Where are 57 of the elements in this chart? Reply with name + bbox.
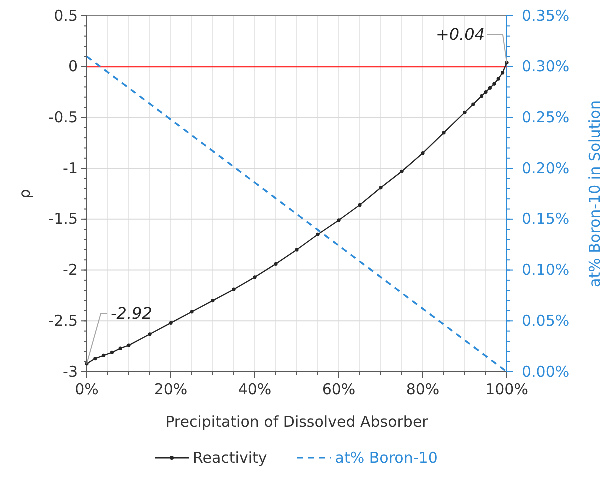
point — [488, 86, 492, 90]
point — [211, 299, 215, 303]
point — [118, 346, 122, 350]
point — [379, 186, 383, 190]
point — [400, 170, 404, 174]
x-tick-label: 100% — [486, 380, 528, 398]
y2-tick-label: 0.25% — [522, 108, 570, 127]
point — [442, 131, 446, 135]
y2-tick-label: 0.00% — [522, 362, 570, 381]
y2-tick-label: 0.10% — [522, 261, 570, 280]
legend-label: at% Boron-10 — [335, 449, 438, 467]
point — [148, 332, 152, 336]
point — [169, 321, 173, 325]
y-tick-label: -3 — [63, 362, 78, 381]
point — [501, 71, 505, 75]
point — [492, 82, 496, 86]
point — [295, 248, 299, 252]
y-tick-label: -0.5 — [48, 108, 78, 127]
annotation: +0.04 — [436, 24, 485, 44]
point — [127, 344, 131, 348]
point — [102, 354, 106, 358]
point — [316, 232, 320, 236]
x-tick-label: 20% — [154, 380, 188, 398]
y-tick-label: -1 — [63, 159, 78, 178]
x-tick-label: 0% — [75, 380, 99, 398]
point — [421, 152, 425, 156]
x-axis-title: Precipitation of Dissolved Absorber — [166, 413, 430, 431]
point — [496, 77, 500, 81]
x-tick-label: 80% — [406, 380, 440, 398]
y-tick-label: 0.5 — [54, 6, 78, 25]
point — [480, 94, 484, 98]
x-tick-label: 60% — [322, 380, 356, 398]
y-tick-label: -1.5 — [48, 210, 78, 228]
point — [110, 350, 114, 354]
point — [463, 110, 467, 114]
y-tick-label: -2.5 — [48, 312, 78, 330]
point — [94, 356, 98, 361]
point — [337, 218, 341, 222]
y2-axis-title: at% Boron-10 in Solution — [586, 100, 604, 288]
point — [232, 288, 236, 292]
y-tick-label: 0 — [68, 58, 78, 76]
x-tick-label: 40% — [238, 380, 272, 398]
y2-tick-label: 0.15% — [522, 210, 570, 228]
point — [472, 102, 476, 106]
annotation: -2.92 — [111, 304, 152, 323]
point — [358, 203, 362, 207]
point — [484, 90, 488, 94]
y2-tick-label: 0.35% — [522, 6, 570, 25]
y2-tick-label: 0.30% — [522, 58, 570, 76]
point — [190, 310, 194, 314]
y-axis-title: ρ — [16, 189, 34, 199]
y-tick-label: -2 — [63, 261, 78, 280]
y2-tick-label: 0.05% — [522, 312, 570, 330]
point — [274, 262, 278, 266]
point — [253, 276, 257, 280]
legend-label: Reactivity — [193, 449, 268, 467]
y2-tick-label: 0.20% — [522, 159, 570, 178]
